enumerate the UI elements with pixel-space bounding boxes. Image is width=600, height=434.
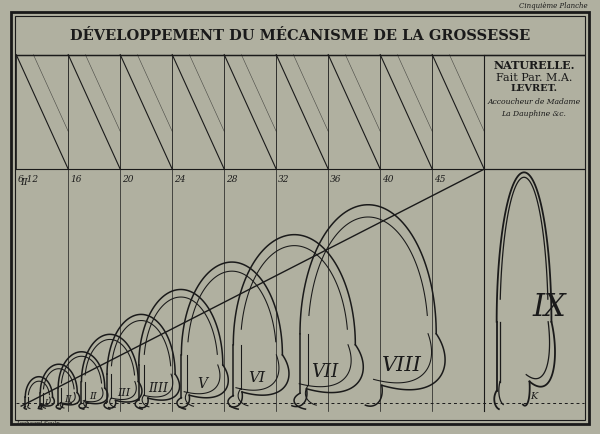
Text: 36: 36 xyxy=(330,175,342,184)
Text: VIII: VIII xyxy=(382,356,422,375)
Text: 45: 45 xyxy=(434,175,446,184)
Text: VI: VI xyxy=(248,371,266,385)
Text: IX: IX xyxy=(532,292,566,323)
Text: Fait Par. M.A.: Fait Par. M.A. xyxy=(496,72,572,82)
Text: Accoucheur de Madame: Accoucheur de Madame xyxy=(487,99,581,106)
Text: II: II xyxy=(20,178,28,187)
Text: 20: 20 xyxy=(122,175,134,184)
Text: V: V xyxy=(197,377,207,391)
Text: 32: 32 xyxy=(278,175,290,184)
Text: I: I xyxy=(44,398,47,406)
Text: VII: VII xyxy=(311,363,338,381)
Text: 6 12: 6 12 xyxy=(18,175,38,184)
Text: Cinquième Planche: Cinquième Planche xyxy=(519,2,588,10)
Text: 16: 16 xyxy=(70,175,82,184)
Text: La Dauphine &c.: La Dauphine &c. xyxy=(502,110,566,118)
Text: III: III xyxy=(118,388,131,398)
Text: K: K xyxy=(530,392,538,401)
Text: II: II xyxy=(89,392,97,401)
Text: 28: 28 xyxy=(226,175,238,184)
Text: II: II xyxy=(64,395,72,404)
Text: 24: 24 xyxy=(174,175,186,184)
Text: IIII: IIII xyxy=(148,382,168,395)
Text: LEVRET.: LEVRET. xyxy=(511,85,557,93)
Text: NATURELLE.: NATURELLE. xyxy=(493,59,575,71)
Text: DÉVELOPPEMENT DU MÉCANISME DE LA GROSSESSE: DÉVELOPPEMENT DU MÉCANISME DE LA GROSSES… xyxy=(70,29,530,43)
Text: Lochaard Sculp.: Lochaard Sculp. xyxy=(16,421,61,426)
Text: 40: 40 xyxy=(382,175,394,184)
